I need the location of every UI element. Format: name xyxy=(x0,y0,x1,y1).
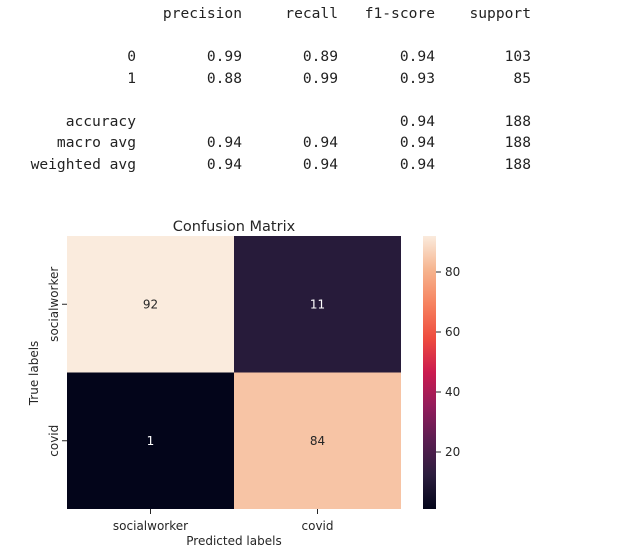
classification-report: precision recall f1-score support 0 0.99 0.89 0… xyxy=(0,0,531,175)
report-class-row: 0 0.99 0.89 0.94 103 xyxy=(20,46,531,68)
report-cell: precision xyxy=(162,5,242,22)
report-cell: 0.94 xyxy=(399,112,435,130)
cell-value-label: 92 xyxy=(143,297,158,311)
colorbar-tick-label: 40 xyxy=(445,385,460,399)
confusion-matrix-chart: Confusion Matrix 92 111 84 socialworker cov… xyxy=(27,219,460,548)
colorbar-tick-label: 20 xyxy=(445,445,460,459)
x-tick-label: socialworker xyxy=(113,519,188,533)
report-cell: recall xyxy=(285,5,338,22)
x-tick-label: covid xyxy=(302,519,334,533)
report-cell: 0.88 xyxy=(206,69,242,87)
report-row-label: macro avg xyxy=(56,134,136,151)
report-cell: 85 xyxy=(513,69,531,87)
report-summary-row: macro avg 0.94 0.94 0.94 188 xyxy=(20,132,531,154)
cell-value-label: 11 xyxy=(310,297,325,311)
report-cell: 103 xyxy=(504,48,531,65)
report-cell: 0.94 xyxy=(206,155,242,173)
colorbar-tick-label: 60 xyxy=(445,325,460,339)
heatmap-cell xyxy=(67,372,234,509)
report-cell: 0.94 xyxy=(302,134,338,151)
report-row-label: 0 xyxy=(127,48,136,65)
report-summary-row: accuracy 0.94 188 xyxy=(20,111,531,133)
report-spacer xyxy=(20,89,531,111)
report-class-row: 1 0.88 0.99 0.93 85 xyxy=(20,68,531,90)
report-row-label: 1 xyxy=(127,69,136,87)
report-cell: 188 xyxy=(504,112,531,130)
cell-value-label: 1 xyxy=(147,434,155,448)
colorbar-tick-label: 80 xyxy=(445,265,460,279)
report-cell: 188 xyxy=(504,155,531,173)
x-axis-label: Predicted labels xyxy=(186,534,281,548)
y-tick-label: socialworker xyxy=(47,267,61,342)
report-spacer xyxy=(20,25,531,47)
colorbar xyxy=(423,236,436,509)
report-cell: 0.94 xyxy=(399,134,435,151)
cell-value-label: 84 xyxy=(310,434,325,448)
report-cell: 0.94 xyxy=(399,155,435,173)
report-cell: 0.94 xyxy=(399,48,435,65)
heatmap-cell xyxy=(234,372,401,509)
y-tick-label: covid xyxy=(47,425,61,457)
report-row-label: weighted avg xyxy=(30,155,136,173)
y-axis-label: True labels xyxy=(27,341,41,407)
report-cell: f1-score xyxy=(364,5,435,22)
report-cell: 0.94 xyxy=(206,134,242,151)
report-cell: support xyxy=(469,5,531,22)
heatmap-cell xyxy=(67,236,234,373)
heatmap-cell xyxy=(234,236,401,373)
report-summary-row: weighted avg 0.94 0.94 0.94 188 xyxy=(20,154,531,176)
report-header: precision recall f1-score support xyxy=(20,3,531,25)
report-cell: 188 xyxy=(504,134,531,151)
report-cell: 0.89 xyxy=(302,48,338,65)
chart-title: Confusion Matrix xyxy=(173,219,296,235)
report-cell: 0.93 xyxy=(399,69,435,87)
report-cell: 0.94 xyxy=(302,155,338,173)
report-row-label: accuracy xyxy=(65,112,136,130)
report-cell: 0.99 xyxy=(302,69,338,87)
report-cell: 0.99 xyxy=(206,48,242,65)
